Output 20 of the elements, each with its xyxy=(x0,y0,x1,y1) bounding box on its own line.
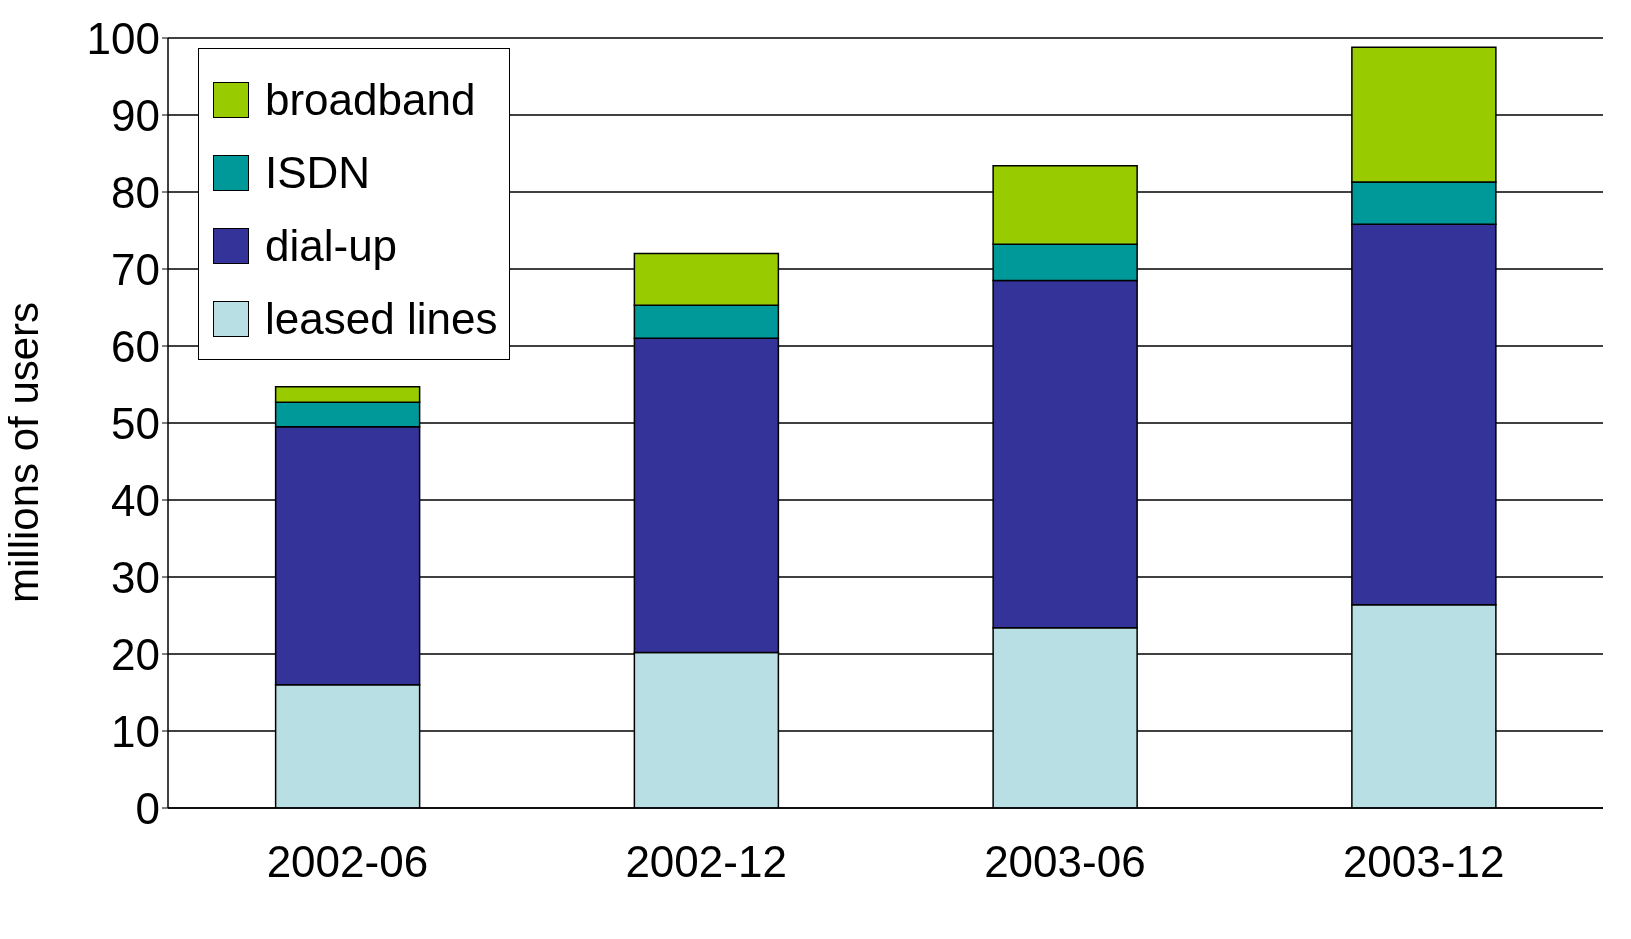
y-tick-label: 20 xyxy=(111,629,160,679)
y-tick-label: 60 xyxy=(111,321,160,371)
x-tick-label: 2002-06 xyxy=(266,837,429,887)
y-tick-label: 80 xyxy=(111,167,160,217)
y-tick-label: 30 xyxy=(111,552,160,602)
y-tick-label: 0 xyxy=(135,783,160,833)
legend-label: ISDN xyxy=(265,147,371,198)
x-tick-label: 2003-06 xyxy=(984,837,1146,887)
y-tick-label: 10 xyxy=(111,706,160,756)
legend-label: broadband xyxy=(265,74,476,125)
x-tick-label: 2003-12 xyxy=(1342,837,1505,887)
y-tick-label: 100 xyxy=(86,13,160,63)
legend-label: leased lines xyxy=(265,293,498,344)
y-tick-label: 70 xyxy=(111,244,160,294)
y-tick-label: 90 xyxy=(111,90,160,140)
legend-label: dial-up xyxy=(265,220,398,271)
y-tick-label: 40 xyxy=(111,475,160,525)
x-tick-label: 2002-12 xyxy=(625,837,787,887)
y-axis-title: millions of users xyxy=(0,301,47,603)
y-tick-label: 50 xyxy=(111,398,160,448)
